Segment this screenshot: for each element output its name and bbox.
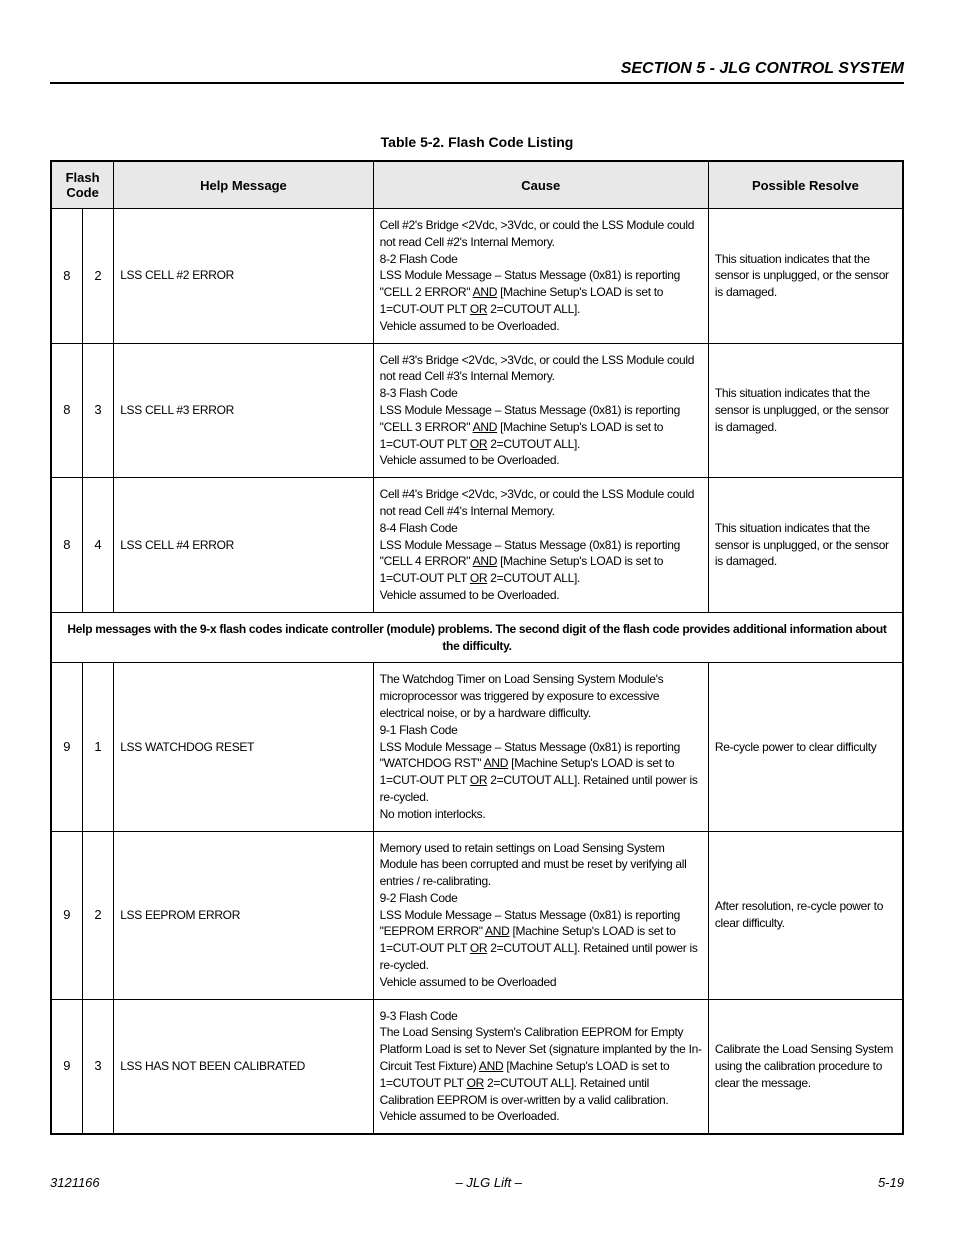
table-row: 93LSS HAS NOT BEEN CALIBRATED9-3 Flash C… <box>51 999 903 1134</box>
flash-code-table: Flash Code Help Message Cause Possible R… <box>50 160 904 1135</box>
help-message-cell: LSS EEPROM ERROR <box>114 831 373 999</box>
table-row: 83LSS CELL #3 ERRORCell #3's Bridge <2Vd… <box>51 343 903 478</box>
resolve-cell: After resolution, re-cycle power to clea… <box>708 831 903 999</box>
code-digit-1: 9 <box>51 831 82 999</box>
help-message-cell: LSS CELL #4 ERROR <box>114 478 373 613</box>
code-digit-1: 8 <box>51 343 82 478</box>
help-message-cell: LSS HAS NOT BEEN CALIBRATED <box>114 999 373 1134</box>
footer-right: 5-19 <box>878 1175 904 1190</box>
code-digit-2: 2 <box>82 209 113 344</box>
header-resolve: Possible Resolve <box>708 161 903 209</box>
resolve-cell: This situation indicates that the sensor… <box>708 478 903 613</box>
cause-cell: Memory used to retain settings on Load S… <box>373 831 708 999</box>
code-digit-2: 3 <box>82 999 113 1134</box>
table-row: 91LSS WATCHDOG RESETThe Watchdog Timer o… <box>51 663 903 831</box>
cause-cell: Cell #2's Bridge <2Vdc, >3Vdc, or could … <box>373 209 708 344</box>
cause-cell: 9-3 Flash CodeThe Load Sensing System's … <box>373 999 708 1134</box>
code-digit-2: 2 <box>82 831 113 999</box>
resolve-cell: Re-cycle power to clear difficulty <box>708 663 903 831</box>
code-digit-1: 8 <box>51 478 82 613</box>
code-digit-1: 9 <box>51 999 82 1134</box>
section-divider: Help messages with the 9-x flash codes i… <box>51 612 903 663</box>
header-help-message: Help Message <box>114 161 373 209</box>
help-message-cell: LSS CELL #3 ERROR <box>114 343 373 478</box>
footer-center: – JLG Lift – <box>456 1175 522 1190</box>
code-digit-2: 4 <box>82 478 113 613</box>
help-message-cell: LSS CELL #2 ERROR <box>114 209 373 344</box>
resolve-cell: Calibrate the Load Sensing System using … <box>708 999 903 1134</box>
header-flash-code: Flash Code <box>51 161 114 209</box>
code-digit-2: 3 <box>82 343 113 478</box>
help-message-cell: LSS WATCHDOG RESET <box>114 663 373 831</box>
resolve-cell: This situation indicates that the sensor… <box>708 209 903 344</box>
footer-left: 3121166 <box>50 1175 100 1190</box>
table-title: Table 5-2. Flash Code Listing <box>50 134 904 150</box>
resolve-cell: This situation indicates that the sensor… <box>708 343 903 478</box>
code-digit-2: 1 <box>82 663 113 831</box>
cause-cell: Cell #3's Bridge <2Vdc, >3Vdc, or could … <box>373 343 708 478</box>
table-row: 84LSS CELL #4 ERRORCell #4's Bridge <2Vd… <box>51 478 903 613</box>
cause-cell: The Watchdog Timer on Load Sensing Syste… <box>373 663 708 831</box>
code-digit-1: 9 <box>51 663 82 831</box>
table-row: 92LSS EEPROM ERRORMemory used to retain … <box>51 831 903 999</box>
code-digit-1: 8 <box>51 209 82 344</box>
section-header: SECTION 5 - JLG CONTROL SYSTEM <box>50 60 904 84</box>
table-row: 82LSS CELL #2 ERRORCell #2's Bridge <2Vd… <box>51 209 903 344</box>
cause-cell: Cell #4's Bridge <2Vdc, >3Vdc, or could … <box>373 478 708 613</box>
header-cause: Cause <box>373 161 708 209</box>
page-footer: 3121166 – JLG Lift – 5-19 <box>50 1175 904 1190</box>
